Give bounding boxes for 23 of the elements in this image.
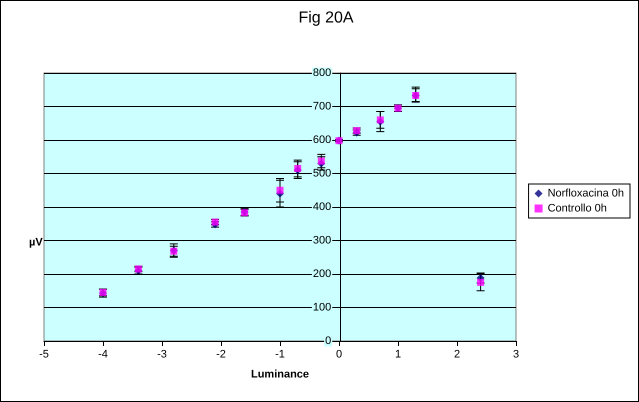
y-tick-label: 500 — [312, 168, 332, 180]
y-tick-label: 200 — [312, 268, 332, 280]
legend-label: Controllo 0h — [548, 202, 607, 214]
y-tick-label: 400 — [312, 201, 332, 213]
x-tick-label: -3 — [157, 348, 167, 360]
y-tick-label: 300 — [312, 234, 332, 246]
chart-title: Fig 20A — [298, 10, 354, 26]
x-tick-label: 1 — [394, 348, 402, 360]
y-axis-title: µV — [29, 236, 44, 248]
x-tick-label: -1 — [275, 348, 285, 360]
x-tick-label: 2 — [454, 348, 460, 360]
x-tick-label: -4 — [98, 348, 108, 360]
x-tick-label: 0 — [336, 348, 342, 360]
x-tick-label: 3 — [512, 348, 520, 360]
y-tick-label: 800 — [312, 67, 332, 79]
y-tick-label: 100 — [312, 302, 332, 314]
x-axis-title: Luminance — [250, 368, 310, 380]
y-tick-label: 0 — [325, 335, 332, 347]
y-tick-label: 700 — [312, 100, 332, 112]
x-tick-label: -5 — [39, 348, 49, 360]
legend-label: Norfloxacina 0h — [548, 188, 624, 200]
y-tick-label: 600 — [312, 134, 332, 146]
x-tick-label: -2 — [216, 348, 226, 360]
